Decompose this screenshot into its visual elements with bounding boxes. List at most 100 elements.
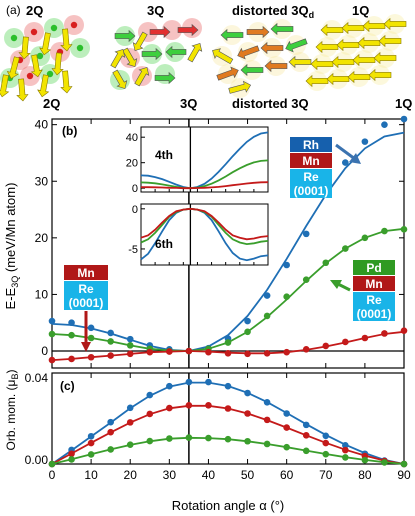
panel-c-series xyxy=(48,378,408,468)
panel-c-point-green xyxy=(263,440,271,448)
panel-b-point-blue xyxy=(48,317,56,325)
label-mn-re: Mn Re (0001) xyxy=(64,265,108,352)
panel-c-point-red xyxy=(244,410,251,417)
panel-b-point-red xyxy=(400,327,408,334)
panel-c-point-green xyxy=(224,435,232,443)
spin-3q-arrow xyxy=(187,42,203,63)
spin-2q-dot xyxy=(36,52,44,60)
spin-2q-arrow-shape xyxy=(51,52,64,76)
panel-b-ytick-label: 10 xyxy=(35,287,49,301)
spin-2q-dot xyxy=(26,72,34,80)
panel-b-point-blue xyxy=(107,329,114,337)
panel-c-axes: 0.00 0.04 0 10 20 30 40 50 60 70 80 90 xyxy=(25,371,411,482)
spin-2q-arrow-shape xyxy=(37,74,50,98)
panel-b-ytick-label: 30 xyxy=(35,174,49,188)
spin-2q-arrow xyxy=(60,28,73,52)
panel-c-xtick-label: 50 xyxy=(241,468,255,482)
panel-c-fit-line-red xyxy=(51,404,405,465)
spin-2q-arrow xyxy=(39,32,52,56)
spin-3q-arrow xyxy=(154,71,176,85)
spin-3q-arrow-shape xyxy=(132,31,148,52)
panel-b-point-red xyxy=(68,355,75,363)
panel-b-point-blue xyxy=(244,317,251,325)
spin-2q-arrow xyxy=(60,70,73,94)
label-box-mn-2 xyxy=(353,276,395,291)
spin-1q-arrow xyxy=(347,70,371,84)
panel-c-label: (c) xyxy=(60,379,75,393)
inset-4th-label: 4th xyxy=(155,148,173,162)
label-0001-1: (0001) xyxy=(294,184,329,198)
panel-c-point-red xyxy=(126,419,134,426)
panel-b-label: (b) xyxy=(62,124,77,138)
panel-c-point-green xyxy=(107,446,114,453)
spin-d3q-arrow xyxy=(216,66,239,81)
label-re-1: Re xyxy=(303,170,319,184)
spin-1q-arrow xyxy=(315,40,339,54)
arrow-rh xyxy=(335,143,356,161)
inset-4th: 0 20 40 xyxy=(126,126,269,195)
panel-b-point-green xyxy=(381,227,388,235)
panel-b-point-red xyxy=(146,348,154,356)
spin-1q-arrow xyxy=(373,51,397,65)
panel-b-point-red xyxy=(381,330,388,337)
spin-d3q-arrow xyxy=(228,80,252,94)
panel-b-point-red xyxy=(224,349,232,357)
spin-2q-arrow-shape xyxy=(16,78,29,102)
panel-b-point-green xyxy=(107,338,114,345)
spin-2q-arrow xyxy=(0,74,10,98)
panel-c-point-green xyxy=(68,456,75,463)
panel-c-point-green xyxy=(205,434,212,442)
spin-d3q-arrow-shape xyxy=(270,22,294,36)
spin-2q-arrow-shape xyxy=(30,54,43,78)
panel-c-point-red xyxy=(185,402,193,409)
spin-d3q-arrow xyxy=(270,22,294,36)
spin-1q-arrow xyxy=(352,53,376,67)
spin-3q-arrow-shape xyxy=(149,25,171,39)
spin-d3q-arrow-shape xyxy=(260,41,284,55)
spin-2q-arrow-shape xyxy=(60,70,73,94)
spin-1q-arrow-shape xyxy=(362,19,386,33)
panel-c-point-red xyxy=(342,446,349,454)
spin-2q-arrow xyxy=(37,74,50,98)
spin-2q-arrow xyxy=(51,52,64,76)
spin-d3q-arrow-shape xyxy=(240,63,264,77)
panel-b-point-red xyxy=(205,348,212,356)
panel-c-point-red xyxy=(302,432,310,439)
panel-b-point-red xyxy=(302,346,310,353)
inset4-frame xyxy=(140,126,269,193)
inset6-frame xyxy=(140,203,269,266)
spin-3q-arrow xyxy=(177,23,199,37)
label-box-re-2 xyxy=(353,292,395,321)
spin-3q-arrow-shape xyxy=(141,47,163,61)
spin-3q-arrow-shape xyxy=(112,69,128,90)
spin-1q-arrow xyxy=(331,55,355,69)
spin-d3q-arrow-shape xyxy=(237,45,260,60)
panel-c-xtick-label: 70 xyxy=(319,468,333,482)
spin-d3q-arrow xyxy=(212,48,234,65)
spin-2q-arrow-shape xyxy=(6,56,20,80)
panel-c-point-red xyxy=(283,424,290,431)
spin-1q-arrow-shape xyxy=(357,36,381,50)
panel-b-ytick-label: 0 xyxy=(41,344,48,358)
inset4-line-blue xyxy=(140,131,269,190)
spin-3q-arrow xyxy=(112,69,128,90)
panel-c-point-green xyxy=(302,447,310,455)
marker-3q: 3Q xyxy=(180,96,197,111)
panel-b-point-red xyxy=(322,342,330,350)
spin-d3q-arrow xyxy=(240,63,264,77)
panel-b-point-green xyxy=(126,342,134,349)
inset-6th-label: 6th xyxy=(155,237,173,251)
spin-1q-arrow xyxy=(362,19,386,33)
panel-b-point-blue xyxy=(263,292,271,299)
spin-d3q-arrow-shape xyxy=(212,48,234,65)
panel-c-point-red xyxy=(68,450,75,458)
spin-lattices xyxy=(0,14,407,102)
panel-b-point-blue xyxy=(361,138,369,145)
label-rh-mn-re: Rh Mn Re (0001) xyxy=(290,137,361,198)
spin-1q-arrow-shape xyxy=(368,68,392,82)
label-re-3: Re xyxy=(78,282,94,296)
panel-c-point-red xyxy=(205,402,212,409)
panel-b-point-green xyxy=(302,276,310,284)
spin-d3q-arrow xyxy=(246,25,270,39)
